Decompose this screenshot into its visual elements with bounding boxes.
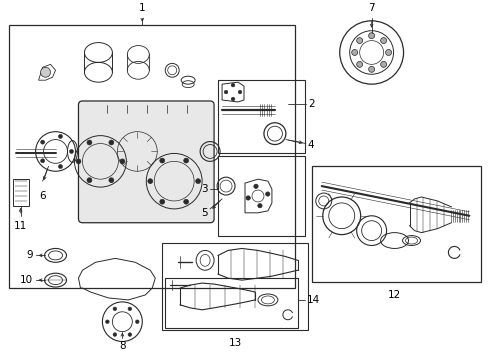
Text: 2: 2: [307, 99, 314, 109]
Circle shape: [385, 50, 391, 55]
Circle shape: [69, 149, 73, 153]
Bar: [218, 80, 304, 153]
Circle shape: [380, 62, 386, 67]
Circle shape: [41, 159, 44, 163]
Circle shape: [245, 196, 250, 200]
Bar: [13, 179, 29, 206]
Circle shape: [41, 140, 44, 144]
Text: 4: 4: [307, 140, 314, 149]
Circle shape: [183, 158, 188, 163]
Text: 5: 5: [201, 208, 208, 218]
Circle shape: [356, 37, 362, 44]
Circle shape: [128, 307, 131, 311]
Circle shape: [231, 84, 234, 87]
Circle shape: [41, 67, 50, 77]
Bar: [218, 156, 304, 235]
Circle shape: [257, 203, 262, 208]
Text: 13: 13: [228, 338, 241, 347]
Circle shape: [135, 320, 139, 324]
Circle shape: [59, 165, 62, 168]
Circle shape: [109, 140, 114, 145]
Circle shape: [160, 199, 164, 204]
Circle shape: [160, 158, 164, 163]
Circle shape: [120, 159, 124, 164]
Text: 7: 7: [367, 3, 374, 13]
Circle shape: [113, 307, 117, 311]
Circle shape: [356, 62, 362, 67]
Text: 11: 11: [14, 221, 27, 231]
Circle shape: [76, 159, 81, 164]
Circle shape: [368, 66, 374, 72]
Circle shape: [351, 50, 357, 55]
Text: 10: 10: [20, 275, 33, 285]
Bar: [311, 166, 480, 282]
Text: 14: 14: [306, 295, 320, 305]
Text: 3: 3: [201, 184, 208, 194]
Circle shape: [195, 179, 200, 184]
Circle shape: [380, 37, 386, 44]
Circle shape: [368, 33, 374, 39]
Circle shape: [224, 90, 227, 94]
Circle shape: [105, 320, 109, 324]
Text: 8: 8: [119, 342, 125, 351]
Circle shape: [59, 134, 62, 138]
Text: 1: 1: [139, 3, 145, 13]
Text: 6: 6: [39, 191, 46, 201]
Bar: [162, 243, 307, 330]
Circle shape: [109, 178, 114, 183]
Text: 9: 9: [26, 251, 33, 260]
FancyBboxPatch shape: [78, 101, 214, 223]
Circle shape: [183, 199, 188, 204]
Circle shape: [238, 90, 241, 94]
Circle shape: [87, 178, 92, 183]
Circle shape: [147, 179, 152, 184]
Circle shape: [253, 184, 258, 189]
Bar: [9, 25, 294, 288]
Circle shape: [128, 333, 131, 336]
Circle shape: [231, 97, 234, 101]
Bar: [165, 278, 297, 328]
Circle shape: [113, 333, 117, 336]
Circle shape: [265, 192, 269, 196]
Text: 12: 12: [387, 290, 400, 300]
Circle shape: [87, 140, 92, 145]
